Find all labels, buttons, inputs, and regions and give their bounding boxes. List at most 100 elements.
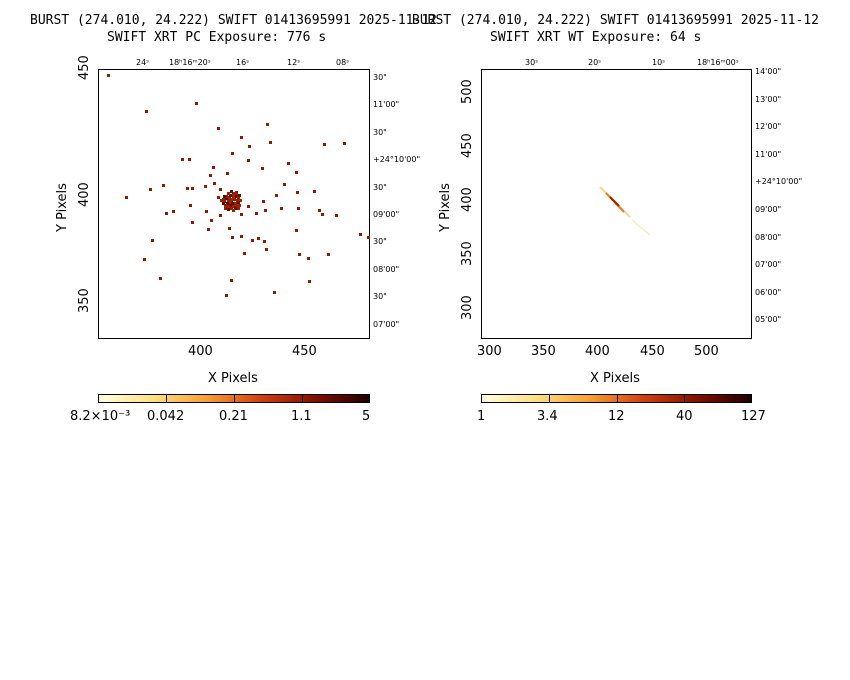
event-pixel	[266, 123, 269, 126]
event-pixel	[210, 219, 213, 222]
colorbar-tick-label: 5	[362, 409, 371, 424]
source-pixel	[231, 205, 235, 209]
event-pixel	[191, 187, 194, 190]
event-pixel	[151, 239, 154, 242]
dec-tick-label: 13'00"	[755, 95, 782, 104]
y-axis-label: Y Pixels	[438, 183, 453, 232]
event-pixel	[149, 188, 152, 191]
y-axis-label: Y Pixels	[55, 183, 70, 232]
source-pixel	[228, 196, 232, 200]
source-pixel	[226, 207, 230, 211]
source-pixel	[229, 206, 233, 210]
source-pixel	[226, 192, 230, 196]
event-pixel	[243, 252, 246, 255]
source-pixel	[237, 203, 241, 207]
source-pixel	[236, 206, 240, 210]
y-tick-label: 450	[460, 133, 475, 158]
event-pixel	[188, 158, 191, 161]
y-tick-label: 300	[460, 295, 475, 320]
source-pixel	[221, 202, 225, 206]
colorbar	[98, 394, 370, 403]
event-pixel	[263, 240, 266, 243]
event-pixel	[297, 207, 300, 210]
source-pixel	[226, 199, 230, 203]
ra-tick-label: 10ˢ	[652, 58, 666, 67]
dec-tick-label: 07'00"	[755, 260, 782, 269]
source-pixel	[234, 201, 238, 205]
event-pixel	[195, 102, 198, 105]
y-tick-label: 400	[460, 187, 475, 212]
dec-tick-label: 06'00"	[755, 288, 782, 297]
image-frame	[481, 69, 752, 339]
event-pixel	[265, 248, 268, 251]
event-pixel	[228, 227, 231, 230]
dec-tick-label: 30"	[373, 183, 387, 192]
source-pixel	[233, 198, 236, 202]
panel-title: BURST (274.010, 24.222) SWIFT 0141369599…	[412, 13, 819, 28]
event-pixel	[219, 214, 222, 217]
event-pixel	[217, 127, 220, 130]
dec-tick-label: 30"	[373, 128, 387, 137]
event-pixel	[262, 200, 265, 203]
x-tick-label: 500	[694, 344, 719, 359]
source-pixel	[234, 204, 238, 208]
event-pixel	[162, 184, 165, 187]
dec-tick-label: 09'00"	[373, 210, 400, 219]
event-pixel	[335, 214, 338, 217]
event-pixel	[283, 183, 286, 186]
event-pixel	[269, 141, 272, 144]
source-pixel	[234, 195, 238, 199]
source-pixel	[229, 193, 233, 197]
x-tick-label: 400	[188, 344, 213, 359]
x-tick-label: 350	[531, 344, 556, 359]
source-pixel	[237, 193, 241, 197]
event-pixel	[296, 191, 299, 194]
colorbar-tick-label: 8.2×10⁻³	[70, 409, 131, 424]
source-pixel	[228, 201, 232, 205]
colorbar	[481, 394, 752, 403]
source-pixel	[225, 194, 229, 198]
event-pixel	[191, 221, 194, 224]
x-tick-label: 450	[640, 344, 665, 359]
colorbar-tick-label: 40	[676, 409, 693, 424]
source-pixel	[226, 204, 230, 208]
event-pixel	[219, 188, 222, 191]
event-pixel	[172, 210, 175, 213]
dec-tick-label: 05'00"	[755, 315, 782, 324]
dec-tick-label: 11'00"	[755, 150, 782, 159]
event-pixel	[367, 236, 370, 239]
ra-tick-label: 20ˢ	[588, 58, 602, 67]
source-pixel	[234, 206, 238, 210]
event-pixel	[143, 258, 146, 261]
event-pixel	[321, 213, 324, 216]
event-pixel	[359, 233, 362, 236]
event-pixel	[189, 204, 192, 207]
colorbar-tick-label: 1.1	[291, 409, 312, 424]
source-pixel	[235, 198, 239, 202]
dec-tick-label: 08'00"	[373, 265, 400, 274]
event-pixel	[280, 207, 283, 210]
dec-tick-label: 12'00"	[755, 122, 782, 131]
y-tick-label: 400	[77, 182, 92, 207]
x-axis-label: X Pixels	[590, 371, 640, 386]
dec-tick-label: 11'00"	[373, 100, 400, 109]
wt-streak	[599, 186, 651, 236]
x-tick-label: 450	[292, 344, 317, 359]
event-pixel	[204, 185, 207, 188]
colorbar-tick-label: 1	[477, 409, 486, 424]
event-pixel	[186, 187, 189, 190]
wt-image-panel: BURST (274.010, 24.222) SWIFT 0141369599…	[412, 0, 850, 430]
source-pixel	[225, 201, 229, 205]
event-pixel	[298, 253, 301, 256]
event-pixel	[240, 136, 243, 139]
source-pixel	[230, 197, 234, 201]
dec-tick-label: 09'00"	[755, 205, 782, 214]
source-pixel	[222, 194, 226, 198]
y-tick-label: 350	[77, 288, 92, 313]
colorbar-tick-label: 127	[741, 409, 766, 424]
panel-title: BURST (274.010, 24.222) SWIFT 0141369599…	[30, 13, 437, 28]
event-pixel	[231, 152, 234, 155]
dec-tick-label: +24°10'00"	[755, 177, 803, 186]
event-pixel	[247, 159, 250, 162]
event-pixel	[313, 190, 316, 193]
